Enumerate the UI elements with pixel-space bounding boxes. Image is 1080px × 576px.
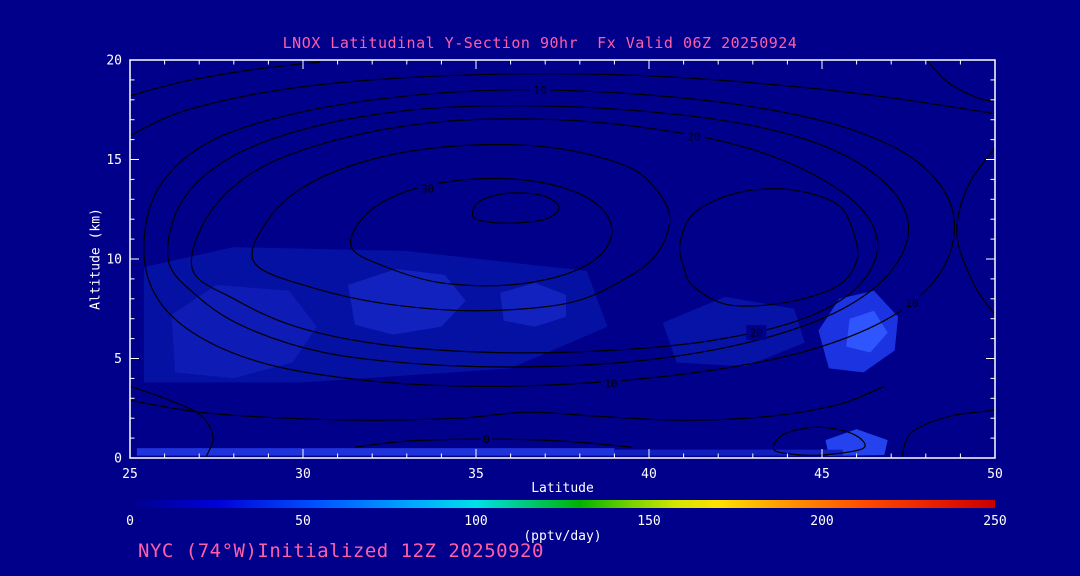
colorbar xyxy=(130,500,995,508)
contour-label-mask xyxy=(600,375,621,391)
x-tick-label: 35 xyxy=(468,467,484,482)
contour-line-30 xyxy=(350,177,613,287)
contour-label-mask xyxy=(901,295,922,311)
colorbar-tick-label: 250 xyxy=(983,514,1006,529)
contour-line-5 xyxy=(925,60,995,103)
contour-line-35 xyxy=(471,192,560,224)
x-tick-label: 25 xyxy=(122,467,138,482)
contour-line-5 xyxy=(901,409,995,458)
contour-label-mask xyxy=(417,180,438,196)
shaded-region xyxy=(348,269,466,335)
contour-label: 10 xyxy=(905,297,918,310)
contour-line-5 xyxy=(130,385,214,458)
shading-layer xyxy=(136,247,899,456)
shaded-region xyxy=(136,448,615,456)
contour-label: 10 xyxy=(533,84,546,97)
axes-layer xyxy=(129,59,996,459)
contour-line-25 xyxy=(679,188,859,307)
contour-label-layer: 10 20 30 20 10 10 0 xyxy=(417,82,922,447)
x-axis-title: Latitude xyxy=(531,481,594,496)
y-tick-label: 15 xyxy=(106,153,122,168)
x-tick-label: 45 xyxy=(814,467,830,482)
colorbar-tick-label: 100 xyxy=(464,514,487,529)
colorbar-tick-label: 50 xyxy=(295,514,311,529)
shaded-region xyxy=(614,449,843,456)
contour-label: 0 xyxy=(483,433,490,446)
y-tick-label: 5 xyxy=(114,352,122,367)
y-tick-label: 0 xyxy=(114,452,122,467)
contour-label: 10 xyxy=(604,377,617,390)
contour-line-15 xyxy=(167,105,910,368)
colorbar-tick-label: 0 xyxy=(126,514,134,529)
contour-label: 20 xyxy=(750,327,763,340)
contour-line-15 xyxy=(956,147,995,316)
shaded-region xyxy=(171,284,317,379)
x-tick-label: 40 xyxy=(641,467,657,482)
contour-line-25 xyxy=(251,143,671,312)
contour-layer xyxy=(130,60,995,458)
contour-line-5 xyxy=(772,426,866,457)
y-tick-label: 20 xyxy=(106,54,122,69)
contour-label-mask xyxy=(683,129,704,145)
contour-label: 30 xyxy=(421,182,434,195)
x-tick-label: 50 xyxy=(987,467,1003,482)
colorbar-tick-label: 200 xyxy=(810,514,833,529)
tick-label-layer: 25 30 35 40 45 50 0 5 10 15 20 xyxy=(106,54,1002,483)
shaded-region xyxy=(846,310,888,353)
colorbar-unit-label: (pptv/day) xyxy=(523,529,602,544)
contour-label-mask xyxy=(530,82,551,98)
chart-title: LNOX Latitudinal Y-Section 90hr Fx Valid… xyxy=(282,34,798,52)
contour-label-mask xyxy=(746,325,767,341)
x-tick-label: 30 xyxy=(295,467,311,482)
shaded-region xyxy=(662,296,805,367)
contour-line-5 xyxy=(130,73,995,137)
contour-line-10 xyxy=(143,89,956,388)
footer-text: NYC (74°W)Initialized 12Z 20250920 xyxy=(138,540,544,562)
y-tick-label: 10 xyxy=(106,253,122,268)
contour-line-20 xyxy=(190,118,879,354)
contour-line-5 xyxy=(130,61,321,97)
contour-line-5 xyxy=(130,385,885,421)
contour-line-0 xyxy=(354,438,632,448)
y-axis-title: Altitude (km) xyxy=(88,208,104,310)
contour-label: 20 xyxy=(687,131,700,144)
colorbar-tick-label: 150 xyxy=(637,514,660,529)
shaded-region xyxy=(500,282,566,327)
shaded-region xyxy=(825,429,888,456)
contour-label-mask xyxy=(480,431,493,447)
